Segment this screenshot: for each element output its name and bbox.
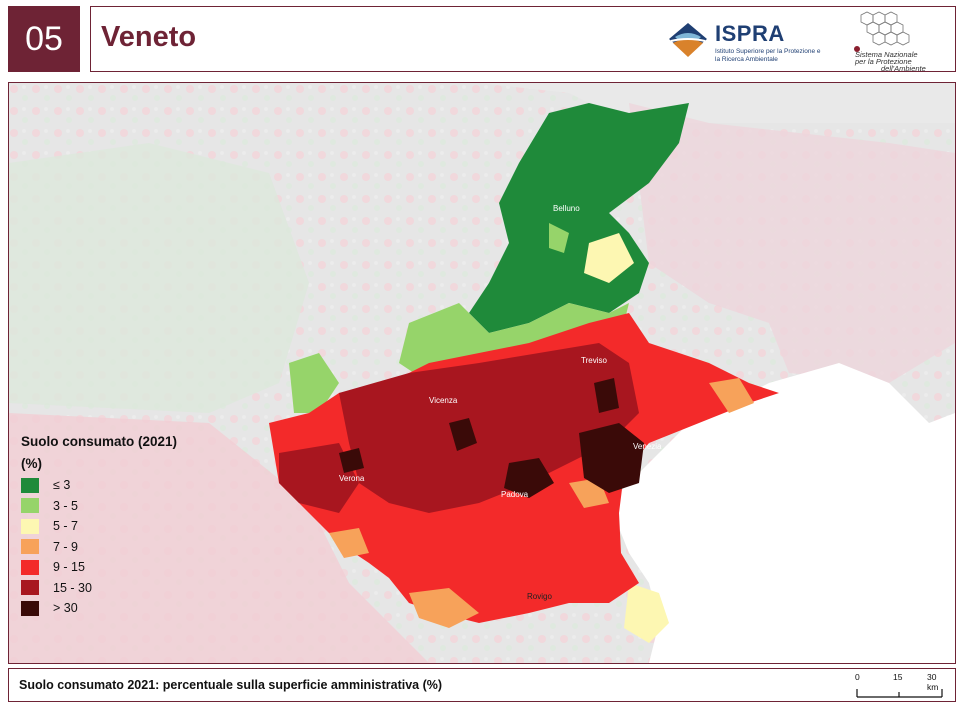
patch-yellow-1 [584,233,634,283]
legend-items: ≤ 3 3 - 5 5 - 7 7 - 9 9 - 15 15 - 30 > 30 [21,475,211,619]
footer-bar: Suolo consumato 2021: percentuale sulla … [8,668,956,702]
legend-swatch [21,518,39,534]
legend-label: > 30 [53,601,78,616]
scale-bar: 0 15 30 km [847,672,947,700]
ispra-mark-icon [669,23,707,57]
legend-item: 9 - 15 [21,557,211,578]
patch-orange-2 [709,378,754,413]
legend-title: Suolo consumato (2021) [21,434,178,449]
city-venezia: Venezia [633,442,662,451]
legend-label: ≤ 3 [53,478,71,493]
lessinia-area [289,353,339,413]
padova-core [504,458,554,498]
belluno-patch [549,223,569,253]
legend-swatch [21,600,39,616]
treviso-core [594,378,619,413]
legend-item: ≤ 3 [21,475,211,496]
legend-label: 5 - 7 [53,519,79,534]
scale-label-30: 30 km [927,672,939,692]
legend-swatch [21,498,39,514]
trentino-area [9,143,309,413]
legend-swatch [21,477,39,493]
section-number: 05 [8,6,80,72]
map-caption: Suolo consumato 2021: percentuale sulla … [19,678,443,692]
ispra-logo: ISPRA Istituto Superiore per la Protezio… [665,19,821,65]
legend-unit: (%) [21,456,42,471]
adriatic-sea [609,363,955,663]
lombardia-emilia-area [9,413,429,663]
legend-item: > 30 [21,598,211,619]
scale-bar-line [856,689,943,698]
friuli-area [629,103,955,383]
legend-swatch [21,559,39,575]
legend-swatch [21,539,39,555]
verona-area [279,443,359,513]
snpa-hexagon-icon [854,11,910,52]
city-rovigo: Rovigo [527,592,552,601]
legend-item: 15 - 30 [21,578,211,599]
snpa-logo: Sistema Nazionale per la Protezione dell… [837,9,947,73]
legend-label: 3 - 5 [53,498,79,513]
city-verona: Verona [339,474,365,483]
city-padova: Padova [501,490,529,499]
vicenza-core [449,418,477,451]
venezia-core [579,423,644,493]
legend: Suolo consumato (2021) (%) ≤ 3 3 - 5 5 - 7… [21,431,211,619]
city-vicenza: Vicenza [429,396,458,405]
legend-label: 7 - 9 [53,539,79,554]
legend-item: 5 - 7 [21,516,211,537]
legend-item: 3 - 5 [21,496,211,517]
city-treviso: Treviso [581,356,607,365]
legend-item: 7 - 9 [21,537,211,558]
patch-yellow-3 [624,583,669,643]
ispra-subtitle: Istituto Superiore per la Protezione e l… [715,48,821,63]
central-area [339,343,639,513]
scale-label-0: 0 [855,672,860,682]
verona-core [339,448,364,473]
belluno-area [469,103,689,333]
austria-area [9,83,955,123]
patch-orange-1 [409,588,479,628]
patch-orange-4 [329,528,369,558]
header-bar: Veneto ISPRA Istituto Superiore per la P… [90,6,956,72]
legend-label: 9 - 15 [53,560,85,575]
map-canvas[interactable]: Belluno Treviso Vicenza Venezia Verona P… [9,83,955,663]
legend-label: 15 - 30 [53,580,92,595]
city-belluno: Belluno [553,204,580,213]
page-title: Veneto [101,21,197,53]
scale-label-15: 15 [893,672,903,682]
map-frame[interactable]: Belluno Treviso Vicenza Venezia Verona P… [8,82,956,664]
legend-swatch [21,580,39,596]
ispra-name: ISPRA [715,21,785,46]
snpa-text: Sistema Nazionale per la Protezione dell… [855,50,926,73]
